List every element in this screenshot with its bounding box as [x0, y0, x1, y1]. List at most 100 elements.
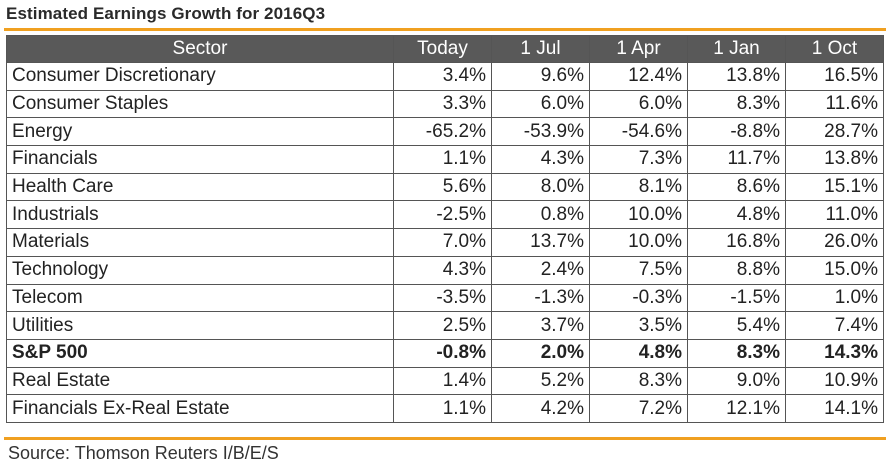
sector-cell: Financials — [6, 145, 394, 174]
table-row: Energy -65.2% -53.9% -54.6% -8.8% 28.7% — [6, 117, 884, 147]
sector-cell: Consumer Discretionary — [6, 62, 394, 91]
value-cell: 7.0% — [393, 228, 492, 257]
value-cell: 14.3% — [785, 338, 884, 368]
value-cell: 10.0% — [589, 200, 688, 230]
value-cell: 3.4% — [393, 62, 492, 91]
value-cell: 10.9% — [785, 366, 884, 396]
value-cell: 1.1% — [393, 145, 492, 174]
column-header-1-apr: 1 Apr — [589, 35, 688, 63]
value-cell: 10.0% — [589, 228, 688, 257]
table-title: Estimated Earnings Growth for 2016Q3 — [6, 4, 326, 23]
value-cell: -54.6% — [589, 117, 688, 147]
sector-cell: Technology — [6, 255, 394, 285]
sector-cell: Utilities — [6, 311, 394, 340]
value-cell: 6.0% — [491, 89, 590, 119]
sector-cell: Financials Ex-Real Estate — [6, 394, 394, 423]
value-cell: 8.6% — [687, 172, 786, 202]
value-cell: 16.8% — [687, 228, 786, 257]
value-cell: 13.8% — [785, 145, 884, 174]
value-cell: 9.6% — [491, 62, 590, 91]
value-cell: 26.0% — [785, 228, 884, 257]
column-header-1-jul: 1 Jul — [491, 35, 590, 63]
sector-cell: Energy — [6, 117, 394, 147]
value-cell: 13.7% — [491, 228, 590, 257]
value-cell: 4.3% — [393, 255, 492, 285]
top-accent-rule — [4, 28, 886, 31]
sector-cell: Health Care — [6, 172, 394, 202]
table-row: Real Estate 1.4% 5.2% 8.3% 9.0% 10.9% — [6, 366, 884, 396]
value-cell: 15.1% — [785, 172, 884, 202]
sector-cell: Materials — [6, 228, 394, 257]
table-row: Financials 1.1% 4.3% 7.3% 11.7% 13.8% — [6, 145, 884, 174]
column-header-1-oct: 1 Oct — [785, 35, 884, 63]
value-cell: 8.0% — [491, 172, 590, 202]
table-row: Telecom -3.5% -1.3% -0.3% -1.5% 1.0% — [6, 283, 884, 313]
column-header-sector: Sector — [6, 35, 394, 63]
value-cell: 12.4% — [589, 62, 688, 91]
value-cell: 5.4% — [687, 311, 786, 340]
earnings-growth-table: Sector Today 1 Jul 1 Apr 1 Jan 1 Oct Con… — [6, 35, 884, 423]
table-row: Materials 7.0% 13.7% 10.0% 16.8% 26.0% — [6, 228, 884, 257]
value-cell: 4.3% — [491, 145, 590, 174]
table-row: Industrials -2.5% 0.8% 10.0% 4.8% 11.0% — [6, 200, 884, 230]
value-cell: -2.5% — [393, 200, 492, 230]
column-header-1-jan: 1 Jan — [687, 35, 786, 63]
value-cell: 16.5% — [785, 62, 884, 91]
value-cell: 7.5% — [589, 255, 688, 285]
sector-cell: S&P 500 — [6, 338, 394, 368]
value-cell: 7.3% — [589, 145, 688, 174]
value-cell: 28.7% — [785, 117, 884, 147]
value-cell: 13.8% — [687, 62, 786, 91]
value-cell: -65.2% — [393, 117, 492, 147]
value-cell: 8.8% — [687, 255, 786, 285]
value-cell: 5.2% — [491, 366, 590, 396]
value-cell: 4.8% — [589, 338, 688, 368]
value-cell: 11.6% — [785, 89, 884, 119]
table-row: Consumer Discretionary 3.4% 9.6% 12.4% 13.8%… — [6, 62, 884, 91]
value-cell: 0.8% — [491, 200, 590, 230]
sector-cell: Telecom — [6, 283, 394, 313]
table-row: Technology 4.3% 2.4% 7.5% 8.8% 15.0% — [6, 255, 884, 285]
sector-cell: Consumer Staples — [6, 89, 394, 119]
value-cell: 6.0% — [589, 89, 688, 119]
value-cell: 2.5% — [393, 311, 492, 340]
value-cell: 3.5% — [589, 311, 688, 340]
value-cell: 11.7% — [687, 145, 786, 174]
table-row: Consumer Staples 3.3% 6.0% 6.0% 8.3% 11.6% — [6, 89, 884, 119]
source-note: Source: Thomson Reuters I/B/E/S — [8, 443, 279, 463]
value-cell: -0.3% — [589, 283, 688, 313]
value-cell: 1.1% — [393, 394, 492, 423]
value-cell: 1.0% — [785, 283, 884, 313]
value-cell: 3.7% — [491, 311, 590, 340]
header-row: Sector Today 1 Jul 1 Apr 1 Jan 1 Oct — [6, 35, 884, 63]
table-body: Consumer Discretionary 3.4% 9.6% 12.4% 13.8%… — [6, 62, 884, 423]
value-cell: -1.5% — [687, 283, 786, 313]
value-cell: -3.5% — [393, 283, 492, 313]
value-cell: 1.4% — [393, 366, 492, 396]
value-cell: -0.8% — [393, 338, 492, 368]
table-row: Financials Ex-Real Estate 1.1% 4.2% 7.2% 12.… — [6, 394, 884, 423]
value-cell: 2.0% — [491, 338, 590, 368]
value-cell: 8.3% — [589, 366, 688, 396]
value-cell: 8.3% — [687, 338, 786, 368]
value-cell: -1.3% — [491, 283, 590, 313]
value-cell: 14.1% — [785, 394, 884, 423]
value-cell: 7.4% — [785, 311, 884, 340]
value-cell: 4.2% — [491, 394, 590, 423]
value-cell: 7.2% — [589, 394, 688, 423]
value-cell: 11.0% — [785, 200, 884, 230]
bottom-accent-rule — [4, 437, 886, 440]
value-cell: 15.0% — [785, 255, 884, 285]
value-cell: 3.3% — [393, 89, 492, 119]
value-cell: 9.0% — [687, 366, 786, 396]
value-cell: 4.8% — [687, 200, 786, 230]
table-row: S&P 500 -0.8% 2.0% 4.8% 8.3% 14.3% — [6, 338, 884, 368]
sector-cell: Industrials — [6, 200, 394, 230]
table-row: Health Care 5.6% 8.0% 8.1% 8.6% 15.1% — [6, 172, 884, 202]
sector-cell: Real Estate — [6, 366, 394, 396]
value-cell: 5.6% — [393, 172, 492, 202]
column-header-today: Today — [393, 35, 492, 63]
value-cell: 2.4% — [491, 255, 590, 285]
value-cell: 8.3% — [687, 89, 786, 119]
value-cell: 8.1% — [589, 172, 688, 202]
